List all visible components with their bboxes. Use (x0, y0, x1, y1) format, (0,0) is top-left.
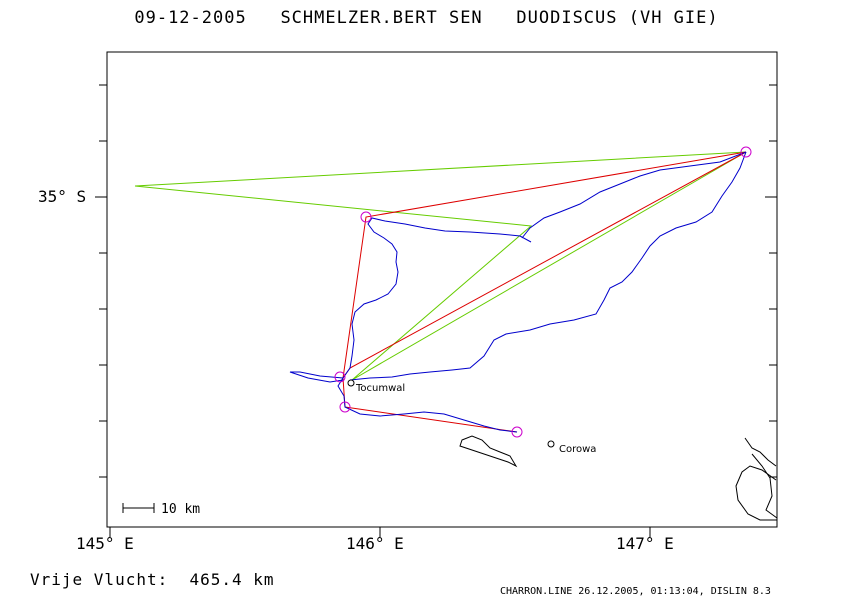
map-frame (106, 51, 778, 528)
lat-label: 35° S (38, 187, 87, 206)
place-label-corowa: Corowa (559, 444, 596, 455)
place-dot (547, 440, 555, 448)
terrain-outlines (459, 435, 778, 521)
map-title: 09-12-2005 SCHMELZER.BERT SEN DUODISCUS … (0, 8, 853, 28)
glider-name: DUODISCUS (VH GIE) (516, 8, 719, 28)
scale-label: 10 km (161, 502, 200, 517)
turnpoint-marker (339, 401, 351, 413)
optimised-legs (134, 151, 747, 381)
turnpoint-marker (740, 146, 752, 158)
lon-label-145: 145° E (76, 534, 134, 553)
credit-line: CHARRON.LINE 26.12.2005, 01:13:04, DISLI… (500, 586, 771, 597)
place-corowa: Corowa (547, 440, 596, 455)
turnpoint-marker (360, 211, 372, 223)
place-dot (347, 379, 355, 387)
distance-value: 465.4 km (189, 570, 275, 589)
place-tocumwal: Tocumwal (347, 379, 405, 394)
turnpoint-marker (511, 426, 523, 438)
tick-marks (95, 84, 777, 537)
turnpoints (334, 146, 752, 438)
distance-label: Vrije Vlucht: (30, 570, 169, 589)
place-label-tocumwal: Tocumwal (355, 383, 405, 394)
lon-label-146: 146° E (346, 534, 404, 553)
scale-bar (122, 503, 155, 513)
task-legs (342, 151, 747, 433)
distance-readout: Vrije Vlucht: 465.4 km (30, 570, 275, 589)
flight-date: 09-12-2005 (134, 8, 247, 28)
pilot-name: SCHMELZER.BERT SEN (280, 8, 483, 28)
turnpoint-marker (334, 371, 346, 383)
flight-track (289, 151, 747, 433)
lon-label-147: 147° E (616, 534, 674, 553)
